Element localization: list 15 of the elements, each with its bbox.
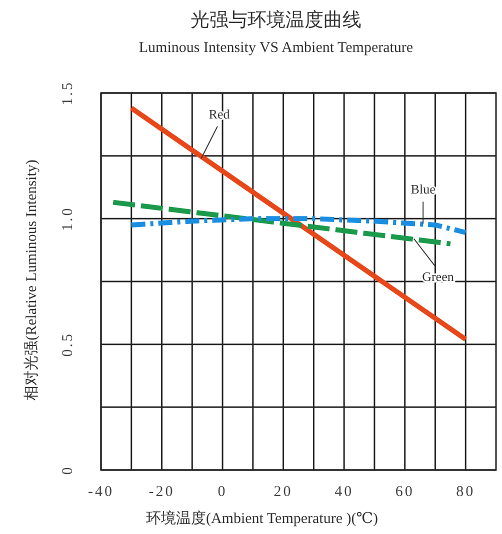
x-tick-label: -40 [88,484,114,500]
x-axis-title: 环境温度(Ambient Temperature )(℃) [146,510,378,527]
y-tick-label: 1.5 [60,80,76,106]
x-tick-label: -20 [148,484,175,500]
y-axis-title: 相对光强(Relative Luminous Intensity) [23,160,40,400]
x-tick-label: 20 [274,484,293,500]
x-tick-label: 60 [395,484,414,500]
x-tick-label: 40 [334,484,354,500]
y-tick-label: 0.5 [60,332,76,357]
chart-subtitle: Luminous Intensity VS Ambient Temperature [138,40,414,56]
x-tick-label: 80 [456,484,476,500]
x-tick-label: 0 [218,484,228,500]
chart-title: 光强与环境温度曲线 [190,9,362,31]
y-tick-label: 1.0 [60,206,76,232]
y-tick-label: 0 [60,465,76,475]
